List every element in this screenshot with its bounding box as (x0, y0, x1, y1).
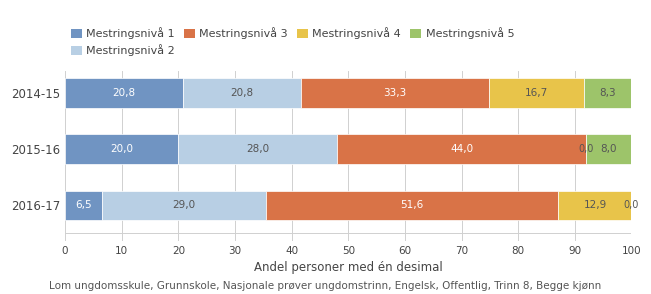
Text: 33,3: 33,3 (383, 88, 407, 98)
Text: 6,5: 6,5 (76, 200, 92, 210)
Text: 28,0: 28,0 (246, 144, 270, 154)
Bar (301, 78, 490, 108)
Text: 29,0: 29,0 (173, 200, 195, 210)
Bar (183, 78, 301, 108)
Bar (266, 191, 559, 220)
Text: Lom ungdomsskule, Grunnskole, Nasjonale prøver ungdomstrinn, Engelsk, Offentlig,: Lom ungdomsskule, Grunnskole, Nasjonale … (49, 281, 602, 291)
Text: 0,0: 0,0 (579, 144, 594, 154)
Bar (178, 134, 337, 164)
Text: 20,0: 20,0 (110, 144, 133, 154)
Text: 8,3: 8,3 (599, 88, 616, 98)
Text: 12,9: 12,9 (583, 200, 607, 210)
Bar (586, 134, 631, 164)
X-axis label: Andel personer med én desimal: Andel personer med én desimal (254, 261, 443, 275)
Text: 51,6: 51,6 (400, 200, 424, 210)
Text: 8,0: 8,0 (601, 144, 617, 154)
Bar (337, 134, 586, 164)
Bar (559, 191, 631, 220)
Text: 20,8: 20,8 (230, 88, 253, 98)
Bar (65, 78, 183, 108)
Bar (102, 191, 266, 220)
Text: 16,7: 16,7 (525, 88, 548, 98)
Bar (65, 134, 178, 164)
Legend: Mestringsnivå 1, Mestringsnivå 2, Mestringsnivå 3, Mestringsnivå 4, Mestringsniv: Mestringsnivå 1, Mestringsnivå 2, Mestri… (71, 27, 514, 56)
Bar (490, 78, 584, 108)
Text: 0,0: 0,0 (624, 200, 639, 210)
Text: 20,8: 20,8 (113, 88, 135, 98)
Bar (65, 191, 102, 220)
Text: 44,0: 44,0 (450, 144, 473, 154)
Bar (584, 78, 631, 108)
